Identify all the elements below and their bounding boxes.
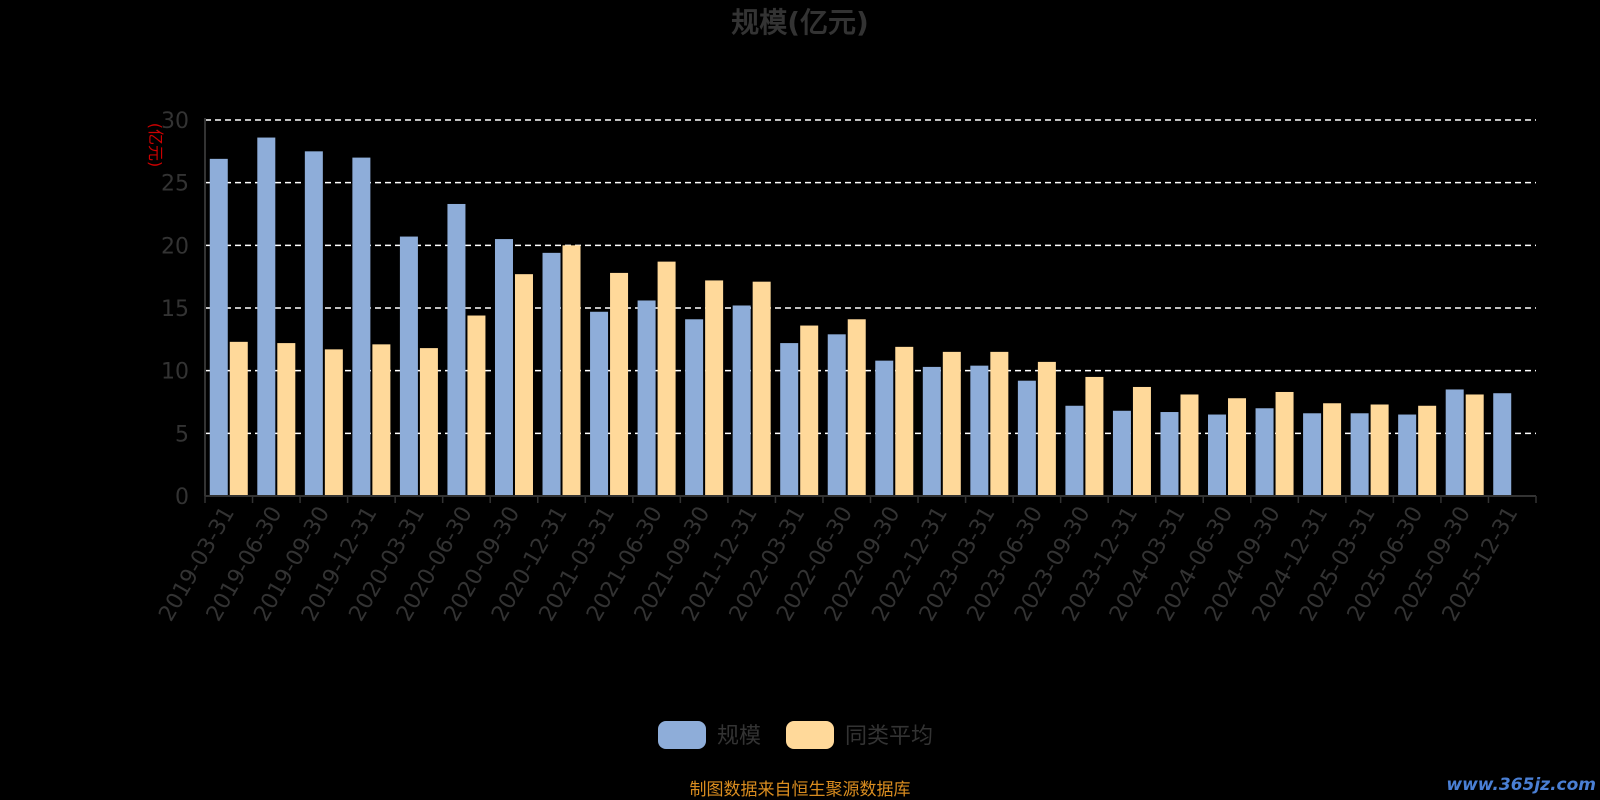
bar-scale[interactable] (209, 158, 228, 496)
bar-peer-average[interactable] (752, 281, 771, 496)
bar-scale[interactable] (637, 300, 656, 496)
bar-peer-average[interactable] (324, 349, 343, 496)
bar-scale[interactable] (352, 157, 371, 496)
bar-scale[interactable] (732, 305, 751, 496)
y-tick-label: 25 (161, 172, 189, 197)
bar-scale[interactable] (970, 365, 989, 496)
bar-scale[interactable] (780, 343, 799, 496)
bar-peer-average[interactable] (990, 351, 1009, 496)
bar-peer-average[interactable] (1370, 404, 1389, 496)
y-tick-label: 5 (175, 422, 189, 447)
legend-swatch[interactable] (786, 721, 834, 749)
bar-scale[interactable] (685, 319, 704, 496)
bar-scale[interactable] (1398, 414, 1417, 496)
bar-peer-average[interactable] (1085, 376, 1104, 496)
legend-label[interactable]: 同类平均 (845, 724, 933, 749)
bar-peer-average[interactable] (1228, 398, 1247, 496)
bar-scale[interactable] (447, 203, 466, 496)
bar-scale[interactable] (1112, 410, 1131, 496)
bar-peer-average[interactable] (1180, 394, 1199, 496)
bar-peer-average[interactable] (514, 274, 533, 496)
bar-peer-average[interactable] (562, 245, 581, 496)
bar-scale[interactable] (875, 360, 894, 496)
bar-scale[interactable] (399, 236, 418, 496)
bar-scale[interactable] (1065, 405, 1084, 496)
bar-peer-average[interactable] (419, 348, 438, 496)
bar-peer-average[interactable] (1275, 391, 1294, 496)
bar-peer-average[interactable] (800, 325, 819, 496)
source-note: 制图数据来自恒生聚源数据库 (690, 780, 911, 800)
bar-scale[interactable] (304, 151, 323, 497)
bar-peer-average[interactable] (467, 315, 486, 496)
y-tick-label: 0 (175, 485, 189, 510)
watermark: www.365jz.com (1446, 775, 1596, 795)
bar-scale[interactable] (1445, 389, 1464, 496)
bar-scale[interactable] (542, 252, 561, 496)
bar-scale[interactable] (827, 334, 846, 496)
bars (209, 137, 1512, 497)
bar-scale[interactable] (1208, 414, 1227, 496)
legend-label[interactable]: 规模 (717, 724, 761, 749)
bar-peer-average[interactable] (895, 346, 914, 496)
bar-scale[interactable] (590, 311, 609, 496)
bar-scale[interactable] (1303, 413, 1322, 496)
legend[interactable]: 规模 同类平均 (658, 721, 933, 749)
y-axis: 0 5 10 15 20 25 30 (161, 109, 189, 510)
bar-scale[interactable] (1017, 380, 1036, 496)
bar-scale[interactable] (1255, 408, 1274, 496)
bar-peer-average[interactable] (1323, 403, 1342, 496)
bar-peer-average[interactable] (277, 343, 296, 496)
bar-peer-average[interactable] (942, 351, 961, 496)
bar-scale[interactable] (257, 137, 276, 496)
y-tick-label: 30 (161, 109, 189, 134)
bar-peer-average[interactable] (372, 344, 391, 496)
bar-peer-average[interactable] (1418, 405, 1437, 496)
bar-peer-average[interactable] (847, 319, 866, 496)
bar-peer-average[interactable] (229, 341, 248, 496)
bar-peer-average[interactable] (1465, 394, 1484, 496)
bar-peer-average[interactable] (1037, 361, 1056, 496)
bar-scale[interactable] (922, 366, 941, 496)
bar-scale[interactable] (1493, 393, 1512, 496)
bar-peer-average[interactable] (610, 272, 629, 496)
y-tick-label: 20 (161, 234, 189, 259)
bar-scale[interactable] (1160, 412, 1179, 496)
bar-peer-average[interactable] (1132, 386, 1151, 496)
bar-scale[interactable] (494, 239, 513, 497)
legend-swatch[interactable] (658, 721, 706, 749)
chart-title: 规模(亿元) (731, 6, 869, 39)
bar-peer-average[interactable] (705, 280, 724, 496)
y-tick-label: 15 (161, 297, 189, 322)
bar-peer-average[interactable] (657, 261, 676, 496)
y-axis-unit-label: (亿元) (146, 123, 165, 168)
y-tick-label: 10 (161, 360, 189, 385)
bar-scale[interactable] (1350, 413, 1369, 496)
